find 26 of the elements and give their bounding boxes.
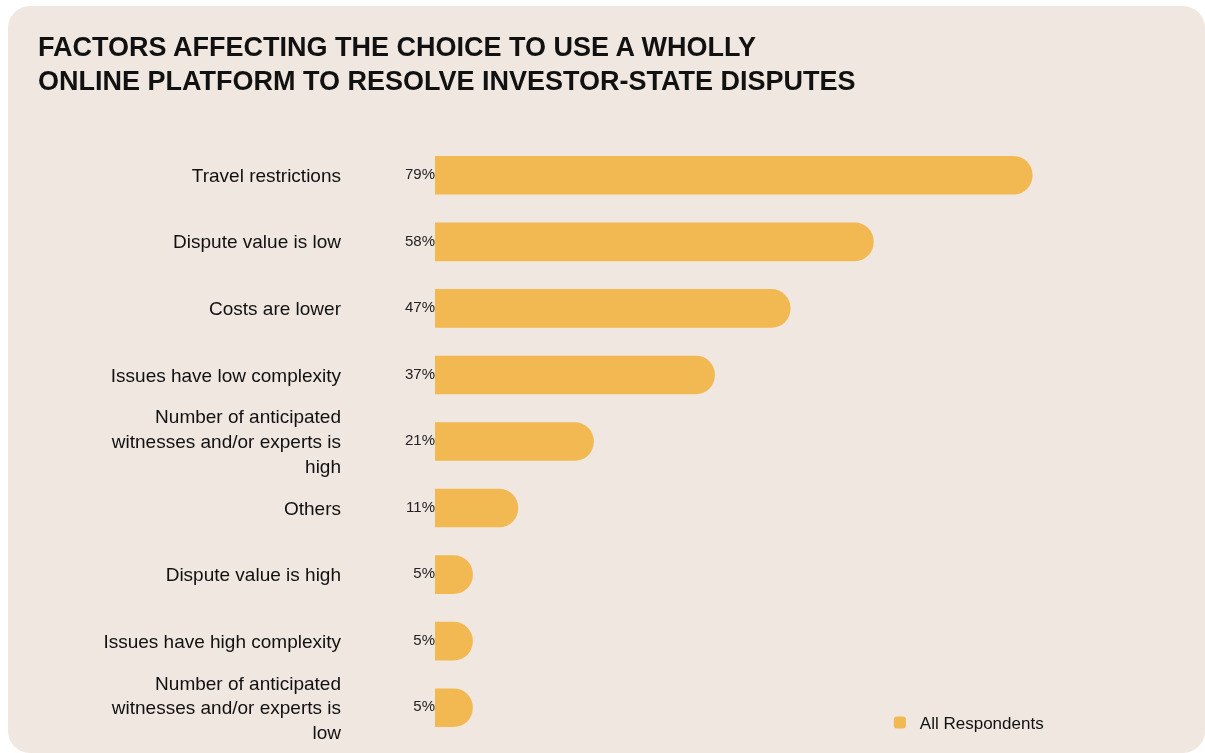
- y-tick-label: Number of anticipated witnesses and/or experts is high: [110, 406, 341, 477]
- y-tick-label: Others: [283, 497, 341, 519]
- data-label: 21%: [404, 431, 435, 449]
- data-label: 47%: [404, 298, 435, 316]
- bar: [435, 355, 715, 395]
- bar: [435, 289, 791, 328]
- data-label: 58%: [404, 231, 435, 249]
- legend-label: All Respondents: [919, 714, 1044, 734]
- y-tick-label: Travel restrictions: [191, 164, 341, 186]
- y-tick-label: Issues have high complexity: [103, 630, 342, 652]
- y-tick-label: Issues have low complexity: [110, 364, 342, 386]
- bar: [435, 155, 1033, 195]
- y-tick-label: Dispute value is high: [165, 564, 341, 586]
- data-label: 5%: [413, 630, 435, 648]
- y-tick-label: Dispute value is low: [173, 231, 342, 253]
- data-label: 5%: [413, 697, 435, 715]
- y-tick-label: Costs are lower: [209, 298, 342, 320]
- bar: [435, 222, 874, 262]
- data-label: 5%: [413, 564, 435, 582]
- data-label: 37%: [404, 364, 435, 382]
- bar: [435, 422, 594, 461]
- bar: [435, 488, 519, 528]
- data-label: 11%: [406, 497, 435, 515]
- y-tick-label: Number of anticipated witnesses and/or experts is low: [110, 672, 342, 744]
- data-label: 79%: [404, 165, 435, 183]
- chart-title: FACTORS AFFECTING THE CHOICE TO USE A WHOLLY ONLINE PLATFORM TO RESOLVE INVESTOR-STATE DISPUTES: [38, 31, 857, 98]
